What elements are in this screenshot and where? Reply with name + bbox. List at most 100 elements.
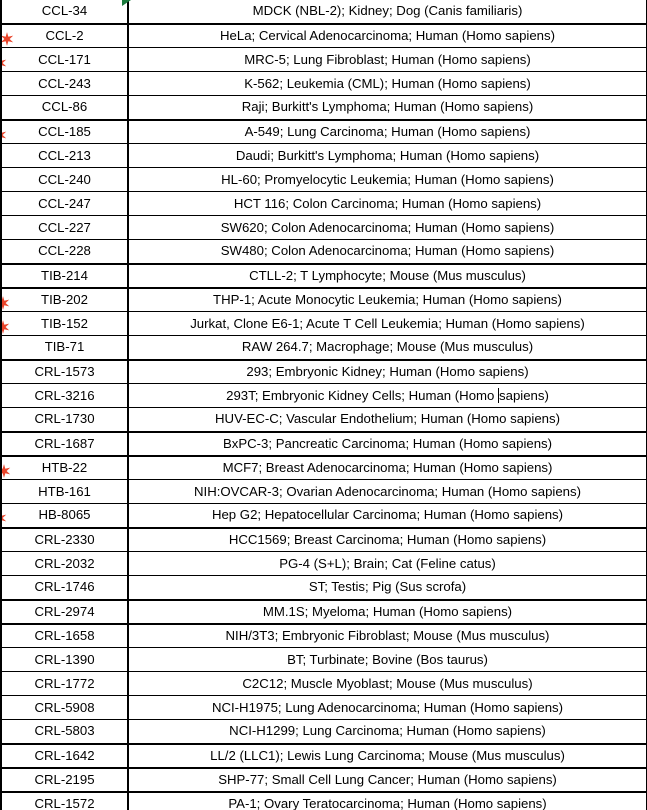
table-row[interactable]: CRL-1572 PA-1; Ovary Teratocarcinoma; Hum… [1, 790, 647, 810]
cell-line-description-cell[interactable]: THP-1; Acute Monocytic Leukemia; Human (… [128, 286, 647, 312]
catalog-number-cell[interactable]: CRL-1687 [1, 430, 129, 456]
catalog-number-cell[interactable]: CRL-2330 [1, 526, 129, 552]
cell-line-description-cell[interactable]: Hep G2; Hepatocellular Carcinoma; Human … [128, 503, 647, 528]
cell-line-description-cell[interactable]: RAW 264.7; Macrophage; Mouse (Mus muscul… [128, 335, 647, 360]
cell-line-description-cell[interactable]: ST; Testis; Pig (Sus scrofa) [128, 575, 647, 600]
catalog-number-cell[interactable]: CRL-2195 [1, 766, 129, 792]
catalog-number-cell[interactable]: CRL-1573 [1, 358, 129, 384]
cell-line-description-cell[interactable]: HCC1569; Breast Carcinoma; Human (Homo s… [128, 526, 647, 552]
table-row[interactable]: CRL-5803 NCI-H1299; Lung Carcinoma; Human… [1, 719, 647, 744]
cell-line-description-cell[interactable]: CTLL-2; T Lymphocyte; Mouse (Mus musculu… [128, 262, 647, 288]
table-row[interactable]: CCL-34 MDCK (NBL-2); Kidney; Dog (Canis f… [1, 0, 647, 24]
catalog-number-cell[interactable]: HTB-22 [1, 454, 129, 480]
table-row[interactable]: CRL-2330 HCC1569; Breast Carcinoma; Human… [1, 526, 647, 552]
table-row[interactable]: CCL-243 K-562; Leukemia (CML); Human (Hom… [1, 71, 647, 96]
cell-line-description-cell[interactable]: 293; Embryonic Kidney; Human (Homo sapie… [128, 358, 647, 384]
cell-line-description-cell[interactable]: HL-60; Promyelocytic Leukemia; Human (Ho… [128, 167, 647, 192]
cell-line-description-cell[interactable]: BT; Turbinate; Bovine (Bos taurus) [128, 647, 647, 672]
table-row[interactable]: CCL-240 HL-60; Promyelocytic Leukemia; Hu… [1, 167, 647, 192]
cell-line-description-cell[interactable]: MM.1S; Myeloma; Human (Homo sapiens) [128, 598, 647, 624]
cell-line-description-cell[interactable]: A-549; Lung Carcinoma; Human (Homo sapie… [128, 118, 647, 144]
cell-line-description-cell[interactable]: K-562; Leukemia (CML); Human (Homo sapie… [128, 71, 647, 96]
cell-line-description-cell[interactable]: NIH/3T3; Embryonic Fibroblast; Mouse (Mu… [128, 622, 647, 648]
table-row[interactable]: CRL-1746 ST; Testis; Pig (Sus scrofa) [1, 575, 647, 600]
cell-line-description-cell[interactable]: SW620; Colon Adenocarcinoma; Human (Homo… [128, 215, 647, 240]
catalog-number-cell[interactable]: CRL-5908 [1, 695, 129, 720]
cell-line-description-cell[interactable]: NIH:OVCAR-3; Ovarian Adenocarcinoma; Hum… [128, 479, 647, 504]
cell-line-description-cell[interactable]: SHP-77; Small Cell Lung Cancer; Human (H… [128, 766, 647, 792]
cell-line-description-cell[interactable]: 293T; Embryonic Kidney Cells; Human (Hom… [128, 383, 647, 408]
catalog-number-cell[interactable]: CCL-86 [1, 95, 129, 120]
table-row[interactable]: CRL-5908 NCI-H1975; Lung Adenocarcinoma; … [1, 695, 647, 720]
cell-line-description-cell[interactable]: LL/2 (LLC1); Lewis Lung Carcinoma; Mouse… [128, 742, 647, 768]
catalog-number-cell[interactable]: CRL-1572 [1, 790, 129, 810]
table-row[interactable]: CCL-247 HCT 116; Colon Carcinoma; Human (… [1, 191, 647, 216]
table-row[interactable]: CRL-1573 293; Embryonic Kidney; Human (Ho… [1, 358, 647, 384]
table-row[interactable]: CCL-2 HeLa; Cervical Adenocarcinoma; Huma… [1, 22, 647, 48]
catalog-number-cell[interactable]: CCL-34 [1, 0, 129, 24]
table-row[interactable]: CCL-213 Daudi; Burkitt's Lymphoma; Human … [1, 143, 647, 168]
table-row[interactable]: TIB-202 THP-1; Acute Monocytic Leukemia; … [1, 286, 647, 312]
table-row[interactable]: TIB-214 CTLL-2; T Lymphocyte; Mouse (Mus … [1, 262, 647, 288]
cell-line-description-cell[interactable]: Jurkat, Clone E6-1; Acute T Cell Leukemi… [128, 311, 647, 336]
table-row[interactable]: HB-8065 Hep G2; Hepatocellular Carcinoma;… [1, 503, 647, 528]
cell-line-description-cell[interactable]: MCF7; Breast Adenocarcinoma; Human (Homo… [128, 454, 647, 480]
catalog-number-cell[interactable]: CRL-1658 [1, 622, 129, 648]
catalog-number-cell[interactable]: CRL-1642 [1, 742, 129, 768]
table-row[interactable]: CRL-1390 BT; Turbinate; Bovine (Bos tauru… [1, 647, 647, 672]
catalog-number-cell[interactable]: CCL-228 [1, 239, 129, 264]
cell-line-description-cell[interactable]: HeLa; Cervical Adenocarcinoma; Human (Ho… [128, 22, 647, 48]
catalog-number-cell[interactable]: TIB-202 [1, 286, 129, 312]
cell-line-description-cell[interactable]: BxPC-3; Pancreatic Carcinoma; Human (Hom… [128, 430, 647, 456]
catalog-number-cell[interactable]: CCL-240 [1, 167, 129, 192]
catalog-number-cell[interactable]: CCL-243 [1, 71, 129, 96]
table-row[interactable]: CRL-1730 HUV-EC-C; Vascular Endothelium; … [1, 407, 647, 432]
cell-line-description-cell[interactable]: NCI-H1975; Lung Adenocarcinoma; Human (H… [128, 695, 647, 720]
catalog-number-cell[interactable]: CRL-1746 [1, 575, 129, 600]
catalog-number-cell[interactable]: TIB-71 [1, 335, 129, 360]
table-row[interactable]: TIB-71 RAW 264.7; Macrophage; Mouse (Mus … [1, 335, 647, 360]
table-row[interactable]: CCL-171 MRC-5; Lung Fibroblast; Human (Ho… [1, 47, 647, 72]
catalog-number-cell[interactable]: CRL-2974 [1, 598, 129, 624]
table-row[interactable]: CCL-227 SW620; Colon Adenocarcinoma; Huma… [1, 215, 647, 240]
catalog-number-cell[interactable]: CCL-227 [1, 215, 129, 240]
cell-line-description-cell[interactable]: Raji; Burkitt's Lymphoma; Human (Homo sa… [128, 95, 647, 120]
cell-line-description-cell[interactable]: Daudi; Burkitt's Lymphoma; Human (Homo s… [128, 143, 647, 168]
cell-line-description-cell[interactable]: MDCK (NBL-2); Kidney; Dog (Canis familia… [128, 0, 647, 24]
cell-line-description-cell[interactable]: MRC-5; Lung Fibroblast; Human (Homo sapi… [128, 47, 647, 72]
table-row[interactable]: CRL-1687 BxPC-3; Pancreatic Carcinoma; Hu… [1, 430, 647, 456]
catalog-number-cell[interactable]: CRL-3216 [1, 383, 129, 408]
catalog-number-cell[interactable]: CRL-5803 [1, 719, 129, 744]
catalog-number-cell[interactable]: TIB-152 [1, 311, 129, 336]
catalog-number-cell[interactable]: TIB-214 [1, 262, 129, 288]
table-row[interactable]: HTB-22 MCF7; Breast Adenocarcinoma; Human… [1, 454, 647, 480]
catalog-number-cell[interactable]: CCL-185 [1, 118, 129, 144]
catalog-number-cell[interactable]: HB-8065 [1, 503, 129, 528]
table-row[interactable]: CRL-1772 C2C12; Muscle Myoblast; Mouse (M… [1, 671, 647, 696]
cell-line-description-cell[interactable]: SW480; Colon Adenocarcinoma; Human (Homo… [128, 239, 647, 264]
catalog-number-cell[interactable]: CRL-1772 [1, 671, 129, 696]
catalog-number-cell[interactable]: CCL-247 [1, 191, 129, 216]
table-row[interactable]: CRL-2195 SHP-77; Small Cell Lung Cancer; … [1, 766, 647, 792]
table-row[interactable]: CCL-185 A-549; Lung Carcinoma; Human (Hom… [1, 118, 647, 144]
table-row[interactable]: CRL-1642 LL/2 (LLC1); Lewis Lung Carcinom… [1, 742, 647, 768]
catalog-number-cell[interactable]: CRL-1730 [1, 407, 129, 432]
table-row[interactable]: CRL-2032 PG-4 (S+L); Brain; Cat (Feline c… [1, 551, 647, 576]
table-row[interactable]: TIB-152 Jurkat, Clone E6-1; Acute T Cell … [1, 311, 647, 336]
cell-line-description-cell[interactable]: HCT 116; Colon Carcinoma; Human (Homo sa… [128, 191, 647, 216]
cell-line-description-cell[interactable]: NCI-H1299; Lung Carcinoma; Human (Homo s… [128, 719, 647, 744]
table-row[interactable]: CCL-228 SW480; Colon Adenocarcinoma; Huma… [1, 239, 647, 264]
catalog-number-cell[interactable]: CRL-1390 [1, 647, 129, 672]
cell-line-description-cell[interactable]: C2C12; Muscle Myoblast; Mouse (Mus muscu… [128, 671, 647, 696]
catalog-number-cell[interactable]: HTB-161 [1, 479, 129, 504]
catalog-number-cell[interactable]: CCL-2 [1, 22, 129, 48]
cell-line-description-cell[interactable]: PA-1; Ovary Teratocarcinoma; Human (Homo… [128, 790, 647, 810]
table-row[interactable]: CCL-86 Raji; Burkitt's Lymphoma; Human (H… [1, 95, 647, 120]
catalog-number-cell[interactable]: CCL-171 [1, 47, 129, 72]
table-row[interactable]: CRL-2974 MM.1S; Myeloma; Human (Homo sapi… [1, 598, 647, 624]
cell-line-description-cell[interactable]: HUV-EC-C; Vascular Endothelium; Human (H… [128, 407, 647, 432]
catalog-number-cell[interactable]: CRL-2032 [1, 551, 129, 576]
table-row[interactable]: CRL-1658 NIH/3T3; Embryonic Fibroblast; M… [1, 622, 647, 648]
